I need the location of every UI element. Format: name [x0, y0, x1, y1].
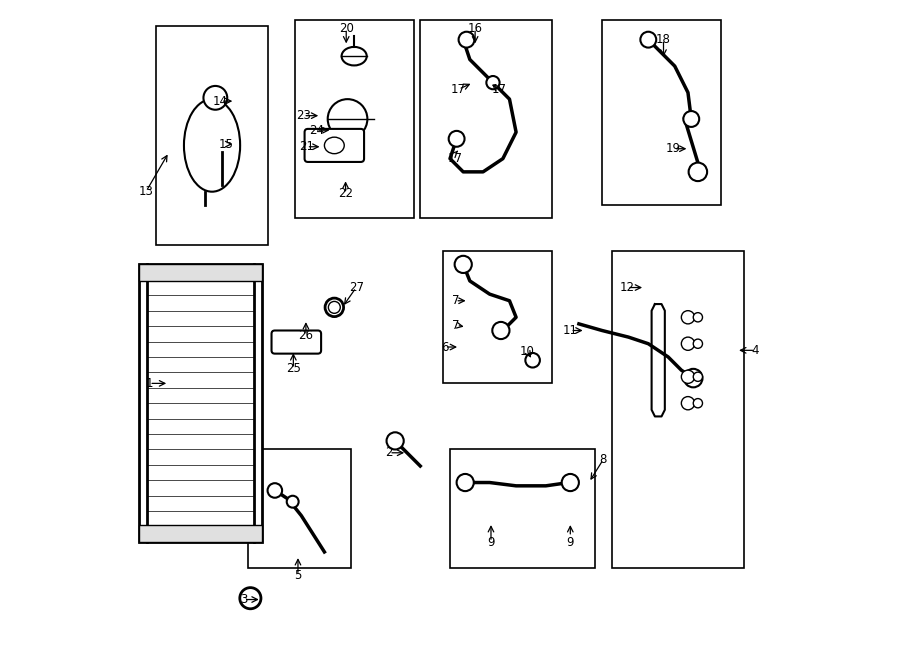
Text: 1: 1 [146, 377, 153, 390]
Circle shape [693, 399, 703, 408]
Circle shape [486, 76, 500, 89]
Text: 19: 19 [666, 142, 681, 155]
Bar [612, 251, 744, 568]
Text: 11: 11 [562, 324, 578, 337]
Ellipse shape [324, 137, 344, 153]
Text: 6: 6 [441, 340, 448, 354]
Bar [444, 251, 553, 383]
Circle shape [203, 86, 227, 110]
Text: 27: 27 [348, 281, 364, 294]
Ellipse shape [342, 47, 366, 65]
Bar [294, 20, 414, 218]
Bar [450, 449, 596, 568]
Circle shape [693, 339, 703, 348]
Circle shape [267, 483, 282, 498]
Circle shape [641, 32, 656, 48]
Text: 17: 17 [448, 152, 463, 165]
Text: 13: 13 [139, 185, 153, 198]
Text: 16: 16 [468, 22, 482, 35]
Ellipse shape [328, 99, 367, 139]
Bar [420, 20, 553, 218]
Circle shape [239, 588, 261, 609]
Text: 9: 9 [487, 535, 495, 549]
Circle shape [287, 496, 299, 508]
Text: 18: 18 [656, 33, 670, 46]
Text: 17: 17 [451, 83, 466, 96]
Ellipse shape [325, 298, 344, 317]
Circle shape [681, 370, 695, 383]
Text: 25: 25 [286, 362, 301, 375]
Bar [156, 26, 268, 245]
Circle shape [684, 369, 703, 387]
Text: 17: 17 [492, 83, 507, 96]
Circle shape [456, 474, 473, 491]
Text: 23: 23 [296, 109, 310, 122]
Circle shape [681, 337, 695, 350]
Text: 20: 20 [338, 22, 354, 35]
Circle shape [454, 256, 472, 273]
Circle shape [693, 313, 703, 322]
Text: 7: 7 [452, 319, 459, 332]
FancyBboxPatch shape [140, 264, 262, 542]
Ellipse shape [184, 99, 240, 192]
Text: 26: 26 [299, 329, 313, 342]
Ellipse shape [328, 301, 340, 313]
Circle shape [683, 111, 699, 127]
Bar [602, 20, 721, 205]
Circle shape [681, 397, 695, 410]
Bar [248, 449, 351, 568]
Text: 3: 3 [240, 593, 248, 606]
Ellipse shape [526, 353, 540, 368]
Text: 8: 8 [599, 453, 607, 466]
Text: 14: 14 [213, 95, 228, 108]
Circle shape [386, 432, 404, 449]
FancyBboxPatch shape [304, 129, 365, 162]
Text: 24: 24 [309, 124, 324, 137]
Text: 12: 12 [619, 281, 634, 294]
Circle shape [449, 131, 464, 147]
Text: 9: 9 [567, 535, 574, 549]
Text: 22: 22 [338, 187, 353, 200]
Text: 21: 21 [299, 140, 314, 153]
Text: 10: 10 [520, 345, 535, 358]
Bar [140, 264, 262, 281]
Text: 4: 4 [752, 344, 759, 357]
Text: 15: 15 [219, 137, 234, 151]
Circle shape [681, 311, 695, 324]
Circle shape [562, 474, 579, 491]
Circle shape [459, 32, 474, 48]
Circle shape [693, 372, 703, 381]
Text: 7: 7 [452, 294, 459, 307]
Text: 2: 2 [385, 446, 393, 459]
Bar [140, 525, 262, 542]
Circle shape [492, 322, 509, 339]
Circle shape [688, 163, 707, 181]
FancyBboxPatch shape [272, 330, 321, 354]
Text: 5: 5 [294, 568, 302, 582]
